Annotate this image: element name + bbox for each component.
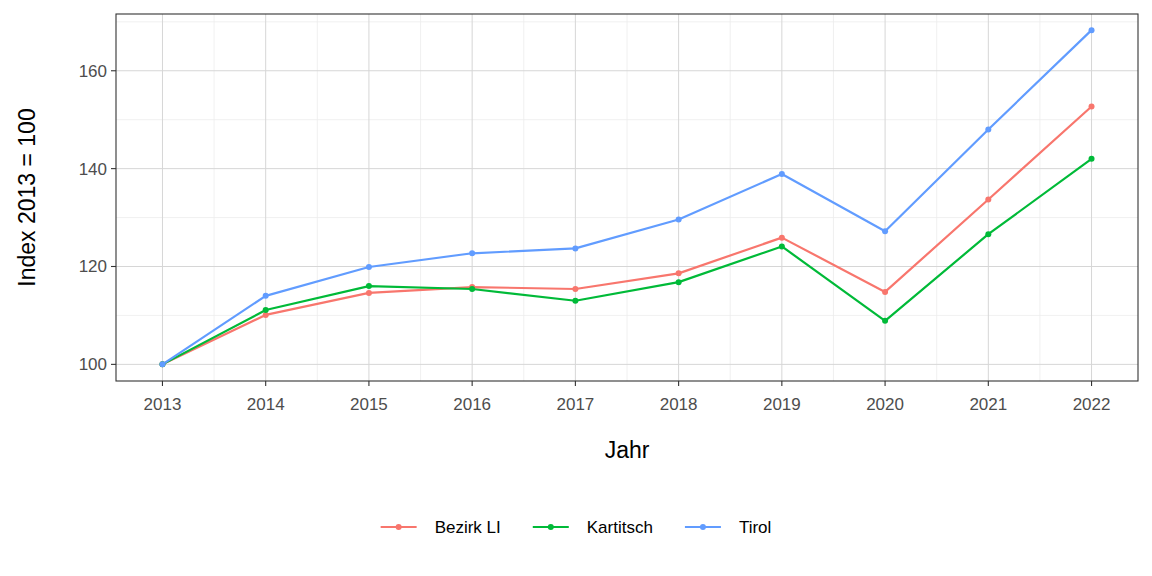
tick	[111, 70, 116, 71]
legend-label: Kartitsch	[587, 518, 653, 537]
series-point	[572, 298, 578, 304]
series-point	[676, 279, 682, 285]
tick	[1091, 381, 1092, 386]
tick	[111, 364, 116, 365]
series-point	[366, 290, 372, 296]
legend-key-point	[548, 524, 554, 530]
series-point	[882, 318, 888, 324]
series-point	[985, 126, 991, 132]
grid-line	[116, 70, 1138, 71]
tick-label: 100	[79, 355, 107, 374]
series-point	[572, 245, 578, 251]
tick	[265, 381, 266, 386]
minor-grid-line	[833, 14, 834, 381]
minor-grid-line	[214, 14, 215, 381]
legend-key-point	[700, 524, 706, 530]
grid-line	[1091, 14, 1092, 381]
series-point	[469, 250, 475, 256]
plot-frame	[116, 14, 1138, 381]
tick	[575, 381, 576, 386]
axes: 100 120 140 160 2013 2014 2015 2016 2017 2018 2019…	[79, 62, 1111, 414]
series-point	[882, 228, 888, 234]
legend-label: Tirol	[739, 518, 771, 537]
series-point	[366, 264, 372, 270]
series-group	[159, 27, 1094, 367]
grid-line	[116, 168, 1138, 169]
grid-line	[368, 14, 369, 381]
grid-line	[162, 14, 163, 381]
series-point	[676, 217, 682, 223]
tick-label: 2015	[350, 395, 388, 414]
tick-label: 2020	[866, 395, 904, 414]
tick-label: 2018	[660, 395, 698, 414]
tick-label: 2017	[556, 395, 594, 414]
minor-grid-line	[420, 14, 421, 381]
axis-title: Jahr	[605, 437, 650, 463]
series-point	[159, 361, 165, 367]
tick	[781, 381, 782, 386]
series-point	[469, 286, 475, 292]
plot-background	[116, 14, 1138, 381]
series-line	[162, 159, 1091, 365]
legend-label: Bezirk LI	[435, 518, 501, 537]
tick-label: 2014	[247, 395, 285, 414]
series-point	[263, 293, 269, 299]
series-point	[676, 270, 682, 276]
tick	[368, 381, 369, 386]
grid-line	[472, 14, 473, 381]
legend-key-point	[396, 524, 402, 530]
grid-line	[575, 14, 576, 381]
series-point	[1089, 103, 1095, 109]
tick-label: 2013	[144, 395, 182, 414]
minor-grid-line	[317, 14, 318, 381]
tick	[472, 381, 473, 386]
series-point	[159, 361, 165, 367]
series-line	[162, 106, 1091, 364]
legend: Bezirk LI Kartitsch Tirol	[381, 518, 772, 537]
series-point	[1089, 156, 1095, 162]
series-point	[779, 235, 785, 241]
grid-line	[678, 14, 679, 381]
series-point	[779, 243, 785, 249]
tick	[885, 381, 886, 386]
series-point	[985, 196, 991, 202]
series-point	[366, 283, 372, 289]
tick-label: 2019	[763, 395, 801, 414]
series-line	[162, 30, 1091, 364]
minor-grid-line	[523, 14, 524, 381]
series-point	[882, 289, 888, 295]
series-point	[159, 361, 165, 367]
series-point	[263, 307, 269, 313]
series-point	[1089, 27, 1095, 33]
grid-line	[116, 266, 1138, 267]
tick-label: 140	[79, 160, 107, 179]
tick-label: 160	[79, 62, 107, 81]
chart: 100 120 140 160 2013 2014 2015 2016 2017 2018 2019…	[0, 0, 1152, 576]
tick	[111, 168, 116, 169]
axis-title: Index 2013 = 100	[14, 108, 40, 286]
tick-label: 2022	[1073, 395, 1111, 414]
tick-label: 2021	[969, 395, 1007, 414]
grid-line	[885, 14, 886, 381]
series-point	[985, 231, 991, 237]
grid	[116, 14, 1138, 381]
series-point	[779, 171, 785, 177]
tick	[111, 266, 116, 267]
series-point	[572, 286, 578, 292]
minor-grid-line	[936, 14, 937, 381]
tick	[162, 381, 163, 386]
tick-label: 120	[79, 257, 107, 276]
tick	[678, 381, 679, 386]
grid-line	[116, 364, 1138, 365]
tick-label: 2016	[453, 395, 491, 414]
grid-line	[781, 14, 782, 381]
minor-grid-line	[627, 14, 628, 381]
grid-line	[265, 14, 266, 381]
tick	[988, 381, 989, 386]
